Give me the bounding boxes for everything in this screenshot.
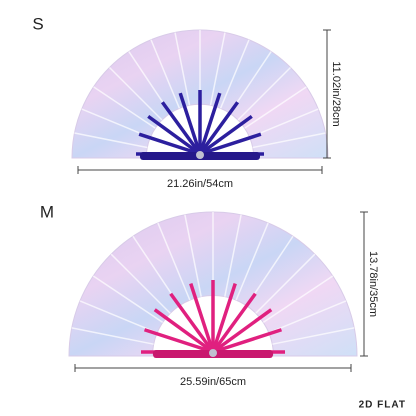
fan-fold	[252, 132, 326, 149]
fan-rib	[212, 328, 283, 354]
fan-fold	[81, 108, 151, 139]
fan-pivot	[196, 151, 204, 159]
fan-rib	[169, 292, 215, 354]
fan-rib	[153, 308, 215, 354]
width-label: 25.59in/65cm	[180, 376, 246, 388]
fan-rib	[198, 114, 253, 156]
fan-rib	[198, 92, 222, 155]
fan-rib	[211, 308, 273, 354]
fan-fold	[174, 32, 191, 106]
size-label: S	[32, 14, 43, 33]
fan-fold	[110, 253, 171, 314]
width-label: 21.26in/54cm	[167, 178, 233, 190]
fan-fold	[235, 222, 269, 301]
brand-logo: 2D FLAT	[359, 400, 406, 411]
fan-fold	[262, 275, 334, 324]
fan-rib	[138, 132, 201, 156]
fan-rib	[198, 101, 240, 156]
fan-rib	[211, 292, 257, 354]
fan-fold	[92, 275, 164, 324]
fan-fold	[209, 32, 226, 106]
fan-rib	[143, 328, 214, 354]
fan-fold	[157, 222, 191, 301]
fan-rib	[189, 282, 215, 353]
fan-fold	[93, 86, 156, 129]
fan-rib	[178, 92, 202, 155]
height-label: 11.02in/28cm	[330, 61, 342, 126]
fan-fold	[244, 86, 307, 129]
fan-fold	[108, 66, 163, 121]
fan-pivot	[209, 349, 217, 357]
fan-fold	[268, 300, 347, 334]
fan-fold	[219, 39, 250, 109]
fan-fold	[79, 300, 158, 334]
fan-fold	[184, 214, 202, 297]
fan-fold	[237, 66, 292, 121]
fan-fold	[71, 327, 154, 345]
fan-fold	[249, 108, 319, 139]
size-label: M	[40, 202, 54, 221]
fan-fold	[74, 132, 148, 149]
fan-fold	[255, 253, 316, 314]
fan-fold	[224, 214, 242, 297]
height-label: 13.78in/35cm	[367, 251, 379, 317]
fan-fold	[272, 327, 355, 345]
fan-rib	[199, 132, 262, 156]
fan-rib	[147, 114, 202, 156]
fan-rib	[160, 101, 202, 156]
fan-fold	[150, 39, 181, 109]
fan-rib	[211, 282, 237, 353]
